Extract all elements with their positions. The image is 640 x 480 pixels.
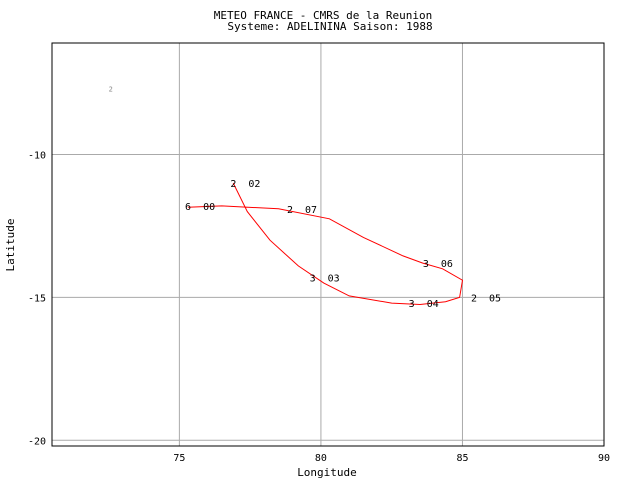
x-tick-label: 75 xyxy=(173,453,185,464)
x-tick-label: 90 xyxy=(598,453,610,464)
track-point-label: 3 03 xyxy=(310,273,340,284)
track-point-label: 3 04 xyxy=(409,299,439,310)
chart-title: METEO FRANCE - CMRS de la Reunion xyxy=(214,9,433,22)
corner-mark: 2 xyxy=(109,86,113,94)
x-axis-ticks: 75 80 85 90 xyxy=(173,453,610,464)
track-point-label: 2 05 xyxy=(471,293,501,304)
y-tick-label: -20 xyxy=(28,436,46,447)
track-point-label: 2 07 xyxy=(287,205,317,216)
y-tick-label: -15 xyxy=(28,293,46,304)
y-tick-label: -10 xyxy=(28,150,46,161)
x-tick-label: 85 xyxy=(456,453,468,464)
series-track-line xyxy=(187,182,464,306)
track-annotations: 2 02 6 00 2 07 3 03 3 06 3 04 2 05 xyxy=(185,179,501,310)
grid-lines xyxy=(52,43,605,446)
track-point-label: 3 06 xyxy=(423,259,453,270)
x-axis-label: Longitude xyxy=(297,466,357,479)
chart-subtitle: Systeme: ADELININA Saison: 1988 xyxy=(227,20,432,33)
y-axis-label: Latitude xyxy=(4,219,17,272)
y-axis-ticks: -10 -15 -20 xyxy=(28,150,46,447)
track-point-label: 2 02 xyxy=(230,179,260,190)
plot-frame xyxy=(51,42,605,447)
x-tick-label: 80 xyxy=(315,453,327,464)
track-point-label: 6 00 xyxy=(185,202,215,213)
